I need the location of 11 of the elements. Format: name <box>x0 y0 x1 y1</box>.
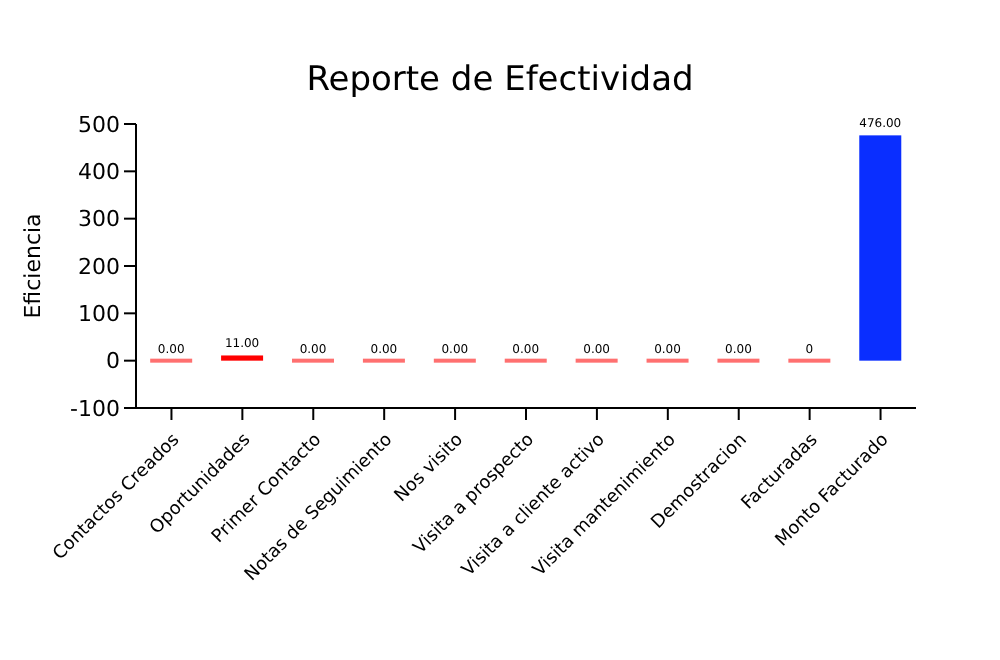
y-tick-label: 100 <box>78 301 120 328</box>
y-tick-label: 500 <box>78 111 120 138</box>
y-tick-label: -100 <box>70 395 120 422</box>
y-axis-title: Eficiencia <box>19 213 46 319</box>
chart-title: Reporte de Efectividad <box>304 60 696 104</box>
bar <box>221 355 264 361</box>
y-tick-label: 200 <box>78 253 120 280</box>
y-tick-label: 300 <box>78 206 120 233</box>
y-tick-label: 0 <box>106 348 120 375</box>
bar <box>859 135 902 361</box>
y-tick-label: 400 <box>78 159 120 186</box>
